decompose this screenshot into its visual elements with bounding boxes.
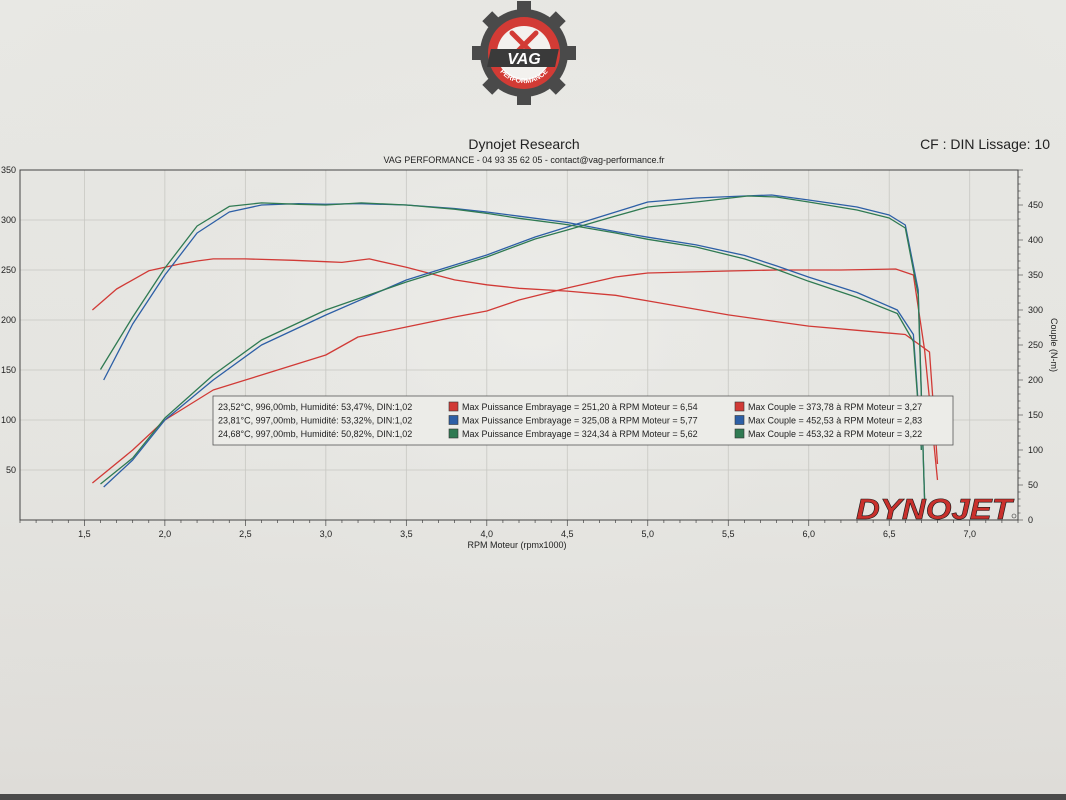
legend-torque-2: Max Couple = 452,53 à RPM Moteur = 2,83 xyxy=(748,416,922,426)
right-tick-label: 100 xyxy=(1028,445,1043,455)
left-tick-label: 250 xyxy=(1,265,16,275)
right-tick-label: 200 xyxy=(1028,375,1043,385)
x-tick-label: 5,5 xyxy=(722,529,735,539)
x-tick-label: 4,0 xyxy=(481,529,494,539)
legend-power-2: Max Puissance Embrayage = 325,08 à RPM M… xyxy=(462,416,698,426)
cf-info: CF : DIN Lissage: 10 xyxy=(920,136,1050,152)
series-line-torque-1 xyxy=(91,258,939,465)
legend-power-1: Max Puissance Embrayage = 251,20 à RPM M… xyxy=(462,402,698,412)
right-tick-label: 50 xyxy=(1028,480,1038,490)
dynojet-logo-text: DYNOJET xyxy=(856,494,1015,526)
chart-subtitle: VAG PERFORMANCE - 04 93 35 62 05 - conta… xyxy=(383,155,664,165)
registered-mark-icon xyxy=(1011,513,1017,519)
series-line-torque-5 xyxy=(99,202,923,451)
legend-swatch-power-2 xyxy=(448,415,459,425)
left-tick-label: 300 xyxy=(1,215,16,225)
right-tick-label: 250 xyxy=(1028,340,1043,350)
right-tick-label: 350 xyxy=(1028,270,1043,280)
table-edge xyxy=(0,794,1066,800)
legend-conditions-2: 23,81°C, 997,00mb, Humidité: 53,32%, DIN… xyxy=(218,416,412,426)
legend-swatch-power-3 xyxy=(448,428,459,439)
left-tick-label: 50 xyxy=(6,465,16,475)
vag-performance-logo: VAG PERFORMANCE xyxy=(472,1,576,105)
x-tick-label: 7,0 xyxy=(963,529,976,539)
right-tick-label: 400 xyxy=(1028,235,1043,245)
left-tick-label: 350 xyxy=(1,165,16,175)
x-tick-label: 5,0 xyxy=(642,529,655,539)
chart-title: Dynojet Research xyxy=(468,136,579,152)
legend-torque-3: Max Couple = 453,32 à RPM Moteur = 3,22 xyxy=(748,429,922,439)
left-axis: 50 100 150 200 250 300 350 xyxy=(1,165,16,475)
right-axis-label: Couple (N-m) xyxy=(1049,318,1059,372)
legend-box xyxy=(212,395,954,446)
legend-power-3: Max Puissance Embrayage = 324,34 à RPM M… xyxy=(462,429,698,439)
right-tick-label: 150 xyxy=(1028,410,1043,420)
legend-swatch-torque-2 xyxy=(734,415,745,425)
legend-swatch-power-1 xyxy=(448,401,459,412)
series-line-power-6 xyxy=(100,195,926,501)
series-line-power-4 xyxy=(103,194,926,501)
x-tick-label: 3,0 xyxy=(320,529,333,539)
plot-area: 1,5 2,0 2,5 3,0 3,5 4,0 4,5 5,0 5,5 6,0 6,5 7,0 50 1… xyxy=(1,165,1043,539)
right-tick-label: 300 xyxy=(1028,305,1043,315)
logo-text: VAG xyxy=(507,51,540,68)
legend-swatch-torque-3 xyxy=(734,428,745,439)
legend-swatch-torque-1 xyxy=(734,401,745,412)
legend: 23,52°C, 996,00mb, Humidité: 53,47%, DIN… xyxy=(212,395,954,446)
legend-conditions-1: 23,52°C, 996,00mb, Humidité: 53,47%, DIN… xyxy=(218,402,412,412)
series-lines xyxy=(91,194,939,501)
x-tick-label: 6,5 xyxy=(883,529,896,539)
left-tick-label: 200 xyxy=(1,315,16,325)
left-tick-label: 150 xyxy=(1,365,16,375)
x-tick-label: 4,5 xyxy=(561,529,574,539)
left-tick-label: 100 xyxy=(1,415,16,425)
x-tick-label: 3,5 xyxy=(400,529,413,539)
legend-torque-1: Max Couple = 373,78 à RPM Moteur = 3,27 xyxy=(748,402,922,412)
right-axis: 0 50 100 150 200 250 300 350 400 450 xyxy=(1018,169,1043,525)
series-line-power-2 xyxy=(91,268,939,484)
x-axis-label: RPM Moteur (rpmx1000) xyxy=(467,540,566,550)
x-tick-label: 2,0 xyxy=(159,529,172,539)
dynojet-brand: DYNOJET xyxy=(856,494,1017,526)
x-tick-label: 2,5 xyxy=(239,529,252,539)
x-tick-label: 1,5 xyxy=(78,529,91,539)
x-tick-label: 6,0 xyxy=(802,529,815,539)
right-tick-label: 450 xyxy=(1028,200,1043,210)
x-axis: 1,5 2,0 2,5 3,0 3,5 4,0 4,5 5,0 5,5 6,0 6,5 7,0 xyxy=(19,520,1019,539)
legend-conditions-3: 24,68°C, 997,00mb, Humidité: 50,82%, DIN… xyxy=(218,429,412,439)
series-line-torque-3 xyxy=(103,202,923,451)
right-tick-label: 0 xyxy=(1028,515,1033,525)
